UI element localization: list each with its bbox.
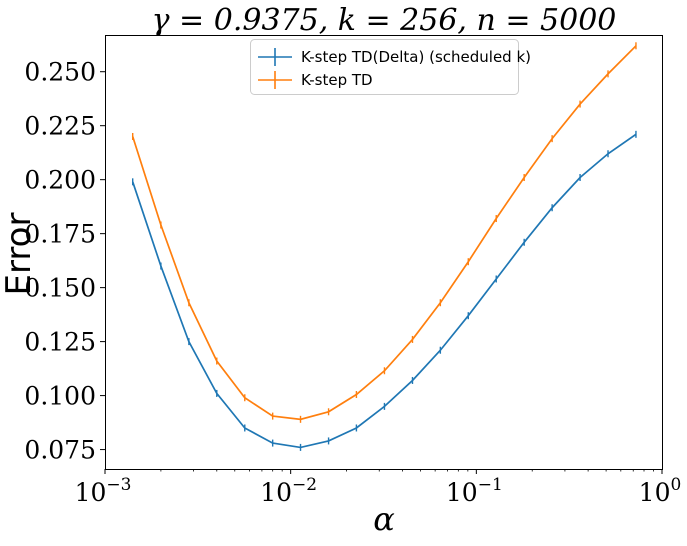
y-tick-label-3: 0.125 — [24, 328, 96, 357]
legend-label-series-2: K-step TD — [301, 71, 373, 89]
title-part-n: n = 5000 — [477, 3, 617, 38]
y-tick-label-6: 0.200 — [24, 166, 96, 195]
x-tick-label-2: 10−2 — [260, 475, 317, 507]
y-tick-label-5: 0.175 — [24, 220, 96, 249]
legend-box — [250, 39, 519, 95]
plot-area — [131, 42, 637, 451]
title-part-gamma: γ = 0.9375, — [152, 3, 338, 38]
series-line-2 — [131, 45, 637, 421]
y-tick-label-1: 0.075 — [24, 436, 96, 465]
y-tick-label-2: 0.100 — [24, 382, 96, 411]
series-line-1 — [131, 133, 637, 449]
legend-label-series-1: K-step TD(Delta) (scheduled k) — [301, 48, 531, 66]
y-axis-label: Error — [0, 213, 39, 296]
x-tick-label-4: 100 — [639, 475, 682, 507]
y-tick-label-7: 0.225 — [24, 112, 96, 141]
y-tick-label-8: 0.250 — [24, 58, 96, 87]
title-part-k: k = 256, — [338, 3, 477, 38]
y-tick-label-4: 0.150 — [24, 274, 96, 303]
x-tick-label-1: 10−3 — [75, 475, 132, 507]
x-tick-label-3: 10−1 — [446, 475, 503, 507]
plot-frame — [105, 35, 663, 470]
legend: K-step TD(Delta) (scheduled k) K-step TD — [250, 39, 531, 95]
x-axis-label: α — [373, 500, 395, 538]
chart-title: γ = 0.9375, k = 256, n = 5000 — [152, 3, 617, 38]
axis-ticks: 10−3 10−2 10−1 100 0.075 0.100 0.125 0.150 0.175… — [24, 58, 681, 507]
